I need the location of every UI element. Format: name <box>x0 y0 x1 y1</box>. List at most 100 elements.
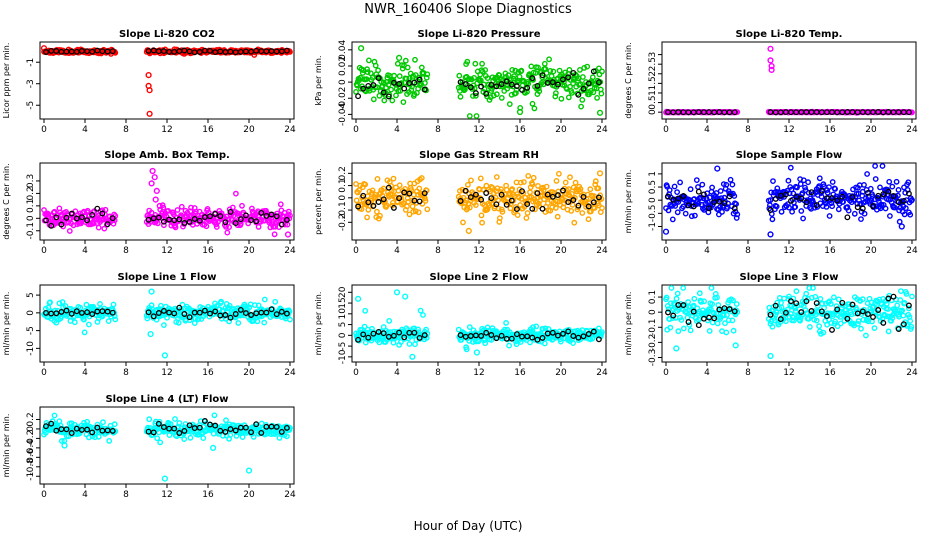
mean-point <box>680 302 687 309</box>
data-point <box>869 318 875 325</box>
data-point <box>478 212 485 219</box>
x-tick-label: 24 <box>284 125 296 135</box>
data-point <box>521 179 527 185</box>
data-point <box>412 208 419 215</box>
mean-point <box>84 426 91 433</box>
mean-point <box>670 196 677 203</box>
data-point <box>415 326 421 333</box>
mean-point <box>150 429 157 436</box>
mean-points <box>665 187 912 221</box>
data-point <box>882 205 889 212</box>
mean-point <box>823 313 830 320</box>
data-point <box>685 299 691 305</box>
mean-point <box>380 196 387 203</box>
data-point <box>229 204 236 211</box>
data-point <box>172 416 178 422</box>
outlier-point <box>768 62 775 70</box>
data-point <box>489 325 496 332</box>
data-point <box>86 321 92 328</box>
mean-point <box>731 308 738 315</box>
mean-point <box>595 79 602 86</box>
mean-points <box>355 68 602 100</box>
data-point <box>798 208 805 214</box>
mean-point <box>63 426 70 433</box>
data-point <box>187 434 194 441</box>
data-point <box>477 175 484 182</box>
x-tick-label: 4 <box>394 125 400 135</box>
x-tick-label: 0 <box>663 368 669 378</box>
data-point <box>373 208 380 215</box>
chart-panel-4: Slope Amb. Box Temp. degrees C per min. 0 4… <box>2 150 296 256</box>
data-point <box>599 68 605 75</box>
mean-point <box>283 310 290 317</box>
mean-point <box>416 76 423 83</box>
data-point <box>112 428 119 435</box>
mean-point <box>524 201 531 208</box>
mean-point <box>396 80 403 87</box>
mean-point <box>570 333 577 339</box>
mean-point <box>227 314 234 321</box>
mean-point <box>488 332 495 338</box>
data-point <box>723 329 730 336</box>
data-point <box>577 186 584 192</box>
data-point <box>688 213 695 220</box>
outlier-point <box>768 66 775 74</box>
mean-point <box>217 427 224 434</box>
x-tick-label: 4 <box>82 490 88 500</box>
outlier-point <box>596 170 604 177</box>
mean-point <box>268 211 275 218</box>
mean-point <box>237 216 244 223</box>
outlier-point <box>210 444 217 452</box>
mean-point <box>513 206 520 213</box>
mean-point <box>370 330 377 337</box>
data-point <box>403 75 410 82</box>
data-point <box>567 174 573 181</box>
data-point <box>84 207 91 214</box>
data-point <box>525 172 532 179</box>
mean-point <box>273 213 280 220</box>
data-point <box>832 318 838 325</box>
data-point <box>717 188 724 194</box>
data-point <box>100 419 106 426</box>
data-point <box>516 73 523 80</box>
mean-point <box>839 299 846 306</box>
mean-point <box>278 221 285 228</box>
mean-point <box>472 90 479 97</box>
y-tick-label: 0 <box>26 215 36 221</box>
mean-point <box>411 197 418 204</box>
mean-point <box>670 312 677 319</box>
data-point <box>767 202 773 209</box>
data-point <box>727 176 734 183</box>
data-point <box>493 91 500 98</box>
mean-point <box>457 198 464 204</box>
data-point <box>95 433 102 440</box>
mean-point <box>706 314 712 321</box>
mean-point <box>222 428 229 435</box>
mean-point <box>716 306 723 313</box>
data-point <box>42 429 49 436</box>
x-tick-label: 0 <box>353 125 359 135</box>
mean-point <box>575 202 582 209</box>
mean-point <box>263 309 270 316</box>
data-point <box>227 432 234 438</box>
mean-point <box>212 422 219 429</box>
mean-point <box>385 93 392 100</box>
data-point <box>887 196 894 203</box>
x-tick-label: 8 <box>123 368 129 378</box>
data-point <box>530 324 536 330</box>
outlier-point <box>662 228 670 235</box>
x-tick-label: 8 <box>435 368 441 378</box>
mean-point <box>788 197 794 204</box>
mean-point <box>777 192 784 199</box>
figure-title: NWR_160406 Slope Diagnostics <box>364 2 572 17</box>
y-tick-label: -5 <box>26 101 36 110</box>
outlier-point <box>402 293 409 300</box>
data-point <box>721 194 728 201</box>
outlier-point <box>393 289 401 296</box>
data-point <box>896 218 903 225</box>
data-point <box>805 179 811 186</box>
mean-point <box>905 302 912 309</box>
data-point <box>460 219 466 226</box>
data-point <box>666 187 673 194</box>
chart-panel-9: Slope Line 3 Flow ml/min per min. 0 4 8 12 16 2… <box>624 272 918 378</box>
